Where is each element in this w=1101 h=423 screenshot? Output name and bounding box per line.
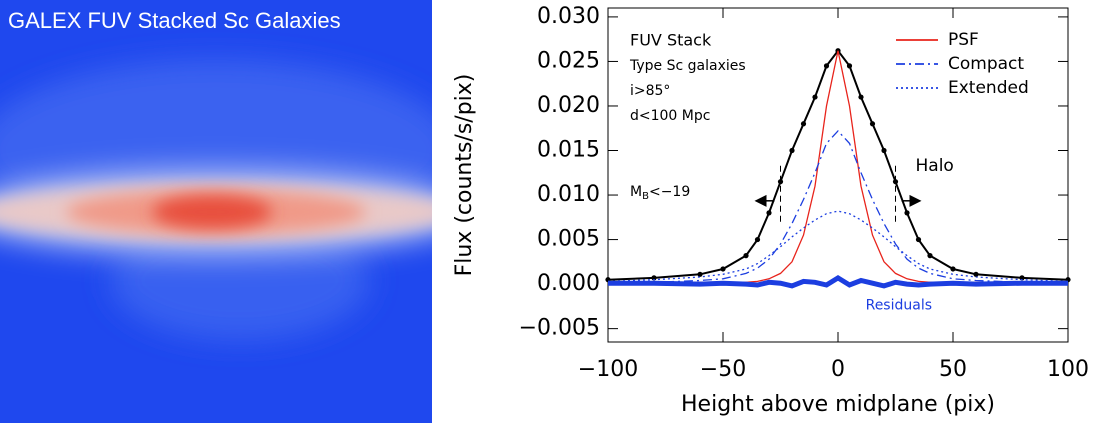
data-point	[858, 94, 864, 100]
x-tick-label: −100	[578, 357, 638, 382]
y-tick-label: 0.000	[537, 271, 600, 296]
data-point	[869, 121, 876, 127]
y-tick-label: 0.010	[537, 182, 600, 207]
data-point	[789, 147, 795, 154]
data-point	[823, 63, 830, 69]
data-point	[697, 271, 703, 277]
data-point	[720, 266, 726, 272]
data-point	[927, 253, 933, 259]
data-point	[651, 275, 657, 281]
data-point	[915, 236, 922, 243]
annotation: FUV Stack	[630, 31, 712, 50]
data-point	[800, 121, 807, 127]
annotation: Type Sc galaxies	[629, 58, 746, 74]
data-point	[812, 94, 818, 100]
y-tick-label: 0.025	[537, 48, 600, 73]
data-point	[766, 210, 772, 216]
y-tick-label: 0.015	[537, 138, 600, 163]
mag-subscript: B	[642, 191, 649, 202]
x-axis-label: Height above midplane (pix)	[681, 392, 995, 417]
data-point	[846, 63, 853, 69]
y-tick-label: 0.020	[537, 93, 600, 118]
galaxy-image: GALEX FUV Stacked Sc Galaxies	[0, 0, 432, 423]
y-axis-label: Flux (counts/s/pix)	[452, 74, 477, 277]
data-point	[754, 236, 761, 243]
series-line	[608, 274, 1068, 289]
data-point	[950, 266, 956, 272]
data-point	[881, 147, 887, 154]
halo-arrowhead	[754, 194, 767, 207]
image-title: GALEX FUV Stacked Sc Galaxies	[8, 8, 341, 33]
annotation: MB<−19	[630, 184, 690, 202]
data-point	[743, 253, 749, 259]
annotation: d<100 Mpc	[630, 108, 710, 124]
y-tick-label: 0.005	[537, 227, 600, 252]
halo-label: Halo	[916, 156, 954, 176]
x-tick-label: 100	[1047, 357, 1089, 382]
x-tick-label: −50	[700, 357, 746, 382]
annotation: i>85°	[630, 83, 670, 99]
x-tick-label: 50	[939, 357, 967, 382]
residuals-label: Residuals	[866, 297, 932, 313]
legend-label: Extended	[948, 78, 1029, 98]
series-line	[607, 129, 1069, 284]
data-point	[973, 271, 979, 277]
legend-label: PSF	[948, 30, 979, 50]
legend-label: Compact	[948, 54, 1024, 74]
mag-symbol: M	[630, 184, 642, 200]
halo-arrowhead	[909, 194, 922, 207]
series-line	[607, 210, 1069, 283]
x-tick-label: 0	[831, 357, 845, 382]
mag-text: <−19	[649, 184, 690, 200]
y-tick-label: −0.005	[519, 316, 600, 341]
data-point	[904, 210, 910, 216]
y-tick-label: 0.030	[537, 4, 600, 29]
